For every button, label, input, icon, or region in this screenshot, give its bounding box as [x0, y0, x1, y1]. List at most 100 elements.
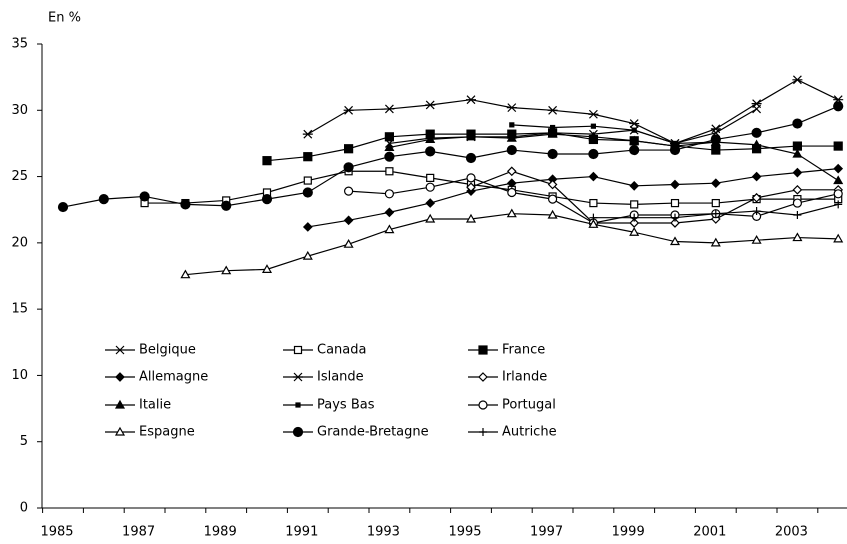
- marker: [344, 144, 354, 154]
- marker: [221, 200, 232, 211]
- x-tick-label: 1987: [122, 525, 155, 540]
- marker: [506, 166, 517, 177]
- x-tick-label: 2003: [775, 525, 808, 540]
- marker: [670, 179, 680, 190]
- marker: [671, 213, 679, 222]
- marker: [385, 167, 394, 176]
- marker: [711, 198, 720, 208]
- marker: [547, 148, 558, 160]
- legend-label: Allemagne: [139, 370, 208, 385]
- legend-label: Italie: [139, 398, 171, 413]
- marker: [669, 144, 681, 156]
- marker: [115, 345, 125, 355]
- marker: [426, 173, 435, 182]
- marker: [302, 222, 313, 232]
- marker: [478, 345, 488, 355]
- marker: [588, 131, 599, 141]
- marker: [588, 109, 599, 119]
- y-tick-label: 10: [11, 368, 28, 383]
- legend-label: Grande-Bretagne: [317, 425, 429, 440]
- marker: [506, 178, 517, 189]
- marker: [833, 233, 844, 243]
- marker: [588, 171, 599, 182]
- marker: [751, 127, 762, 138]
- marker: [180, 199, 191, 210]
- marker: [302, 250, 313, 260]
- marker: [384, 132, 394, 142]
- marker: [710, 214, 721, 224]
- marker: [710, 237, 721, 247]
- marker: [261, 264, 273, 273]
- marker: [506, 103, 517, 113]
- y-tick-label: 0: [20, 501, 28, 516]
- marker: [425, 100, 436, 110]
- y-tick-label: 5: [20, 434, 28, 449]
- marker: [710, 124, 721, 134]
- marker: [792, 232, 803, 242]
- marker: [630, 200, 639, 209]
- marker: [478, 400, 488, 410]
- marker: [384, 142, 395, 152]
- marker: [425, 134, 436, 144]
- series-line: [307, 168, 839, 228]
- marker: [833, 163, 844, 174]
- legend-label: Espagne: [139, 425, 195, 440]
- marker: [465, 131, 477, 141]
- marker: [425, 213, 436, 223]
- marker: [752, 207, 761, 216]
- marker: [343, 105, 354, 115]
- legend-label: Autriche: [502, 425, 557, 440]
- marker: [295, 402, 301, 408]
- marker: [466, 173, 476, 183]
- legend-label: Portugal: [502, 398, 556, 413]
- marker: [507, 187, 517, 198]
- y-tick-label: 30: [11, 103, 28, 118]
- marker: [384, 104, 395, 114]
- marker: [139, 191, 150, 202]
- marker: [669, 236, 681, 246]
- marker: [588, 148, 599, 160]
- marker: [833, 189, 843, 199]
- legend-label: Belgique: [139, 343, 196, 358]
- marker: [293, 372, 303, 382]
- y-tick-label: 25: [11, 169, 28, 184]
- series-line: [511, 124, 716, 145]
- marker: [293, 345, 303, 355]
- marker: [384, 207, 395, 218]
- marker: [466, 182, 476, 193]
- marker: [465, 213, 477, 223]
- marker: [629, 181, 640, 191]
- marker: [792, 118, 803, 129]
- marker: [384, 224, 395, 234]
- series-line: [470, 170, 839, 224]
- marker: [751, 139, 762, 149]
- marker: [478, 372, 488, 382]
- marker: [57, 201, 69, 213]
- marker: [751, 234, 762, 244]
- marker: [751, 192, 762, 203]
- y-axis-label: En %: [48, 11, 81, 26]
- marker: [466, 95, 476, 105]
- marker: [833, 141, 843, 151]
- marker: [589, 198, 598, 208]
- marker: [425, 146, 436, 157]
- legend-label: Islande: [317, 370, 364, 385]
- marker: [629, 218, 640, 228]
- marker: [302, 129, 313, 139]
- marker: [114, 426, 126, 436]
- marker: [792, 198, 803, 208]
- marker: [710, 178, 721, 189]
- marker: [261, 194, 273, 205]
- marker: [303, 176, 312, 185]
- x-tick-label: 1993: [367, 525, 400, 540]
- marker: [547, 105, 558, 115]
- marker: [344, 186, 354, 196]
- x-tick-label: 1991: [285, 525, 318, 540]
- marker: [670, 198, 680, 208]
- marker: [343, 162, 354, 173]
- y-tick-label: 15: [11, 302, 28, 317]
- marker: [384, 189, 394, 199]
- marker: [425, 182, 435, 192]
- series-line: [389, 133, 839, 182]
